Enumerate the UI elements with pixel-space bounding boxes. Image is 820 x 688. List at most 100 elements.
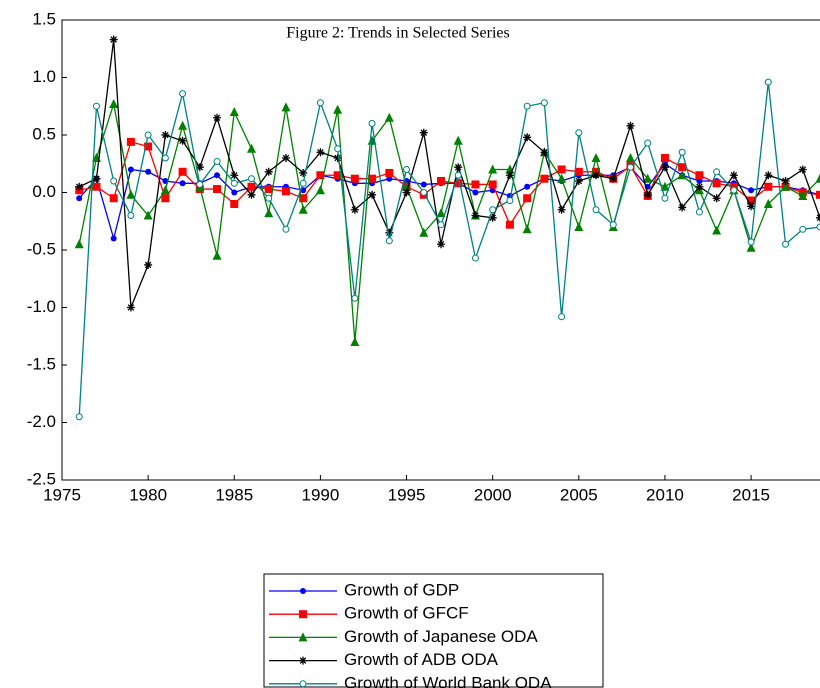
legend-marker <box>299 610 307 619</box>
marker <box>76 195 83 202</box>
x-tick-label: 1985 <box>215 485 253 504</box>
marker <box>540 99 548 107</box>
marker <box>524 183 531 190</box>
marker <box>281 102 291 112</box>
marker <box>229 107 239 116</box>
marker <box>145 168 152 175</box>
marker <box>815 173 820 183</box>
marker <box>643 173 653 183</box>
marker <box>315 185 325 195</box>
marker <box>453 135 463 145</box>
marker <box>333 104 343 114</box>
marker <box>385 237 393 245</box>
marker <box>677 170 687 180</box>
marker <box>748 187 755 194</box>
series <box>74 98 820 346</box>
marker <box>161 131 170 139</box>
marker <box>454 179 463 188</box>
x-tick-label: 1990 <box>301 485 339 504</box>
marker <box>454 163 463 172</box>
y-tick-label: 1.0 <box>32 67 56 86</box>
marker <box>540 148 549 157</box>
x-tick-label: 1975 <box>43 485 81 504</box>
x-tick-label: 2015 <box>732 485 770 504</box>
marker <box>661 194 669 202</box>
marker <box>695 182 704 191</box>
marker <box>592 206 600 214</box>
marker <box>437 177 445 185</box>
marker <box>660 163 669 172</box>
marker <box>126 189 136 199</box>
marker <box>248 175 255 183</box>
marker <box>316 148 325 157</box>
marker <box>92 174 101 183</box>
marker <box>368 120 376 127</box>
marker <box>437 221 445 229</box>
marker <box>196 180 204 188</box>
marker <box>299 168 308 177</box>
marker <box>436 208 446 218</box>
marker <box>557 165 566 174</box>
marker <box>816 213 820 222</box>
y-tick-label: -2.5 <box>27 469 56 488</box>
marker <box>75 413 83 421</box>
y-tick-label: -0.5 <box>27 239 56 258</box>
legend-marker <box>299 680 307 688</box>
marker <box>799 225 807 233</box>
marker <box>764 171 773 180</box>
x-tick-label: 2005 <box>560 485 598 504</box>
marker <box>678 163 687 172</box>
marker <box>454 171 462 179</box>
marker <box>92 182 101 191</box>
marker <box>127 212 135 219</box>
marker <box>126 303 135 312</box>
marker <box>557 205 566 214</box>
marker <box>730 186 738 194</box>
marker <box>695 171 704 180</box>
marker <box>178 136 187 145</box>
marker <box>385 168 394 177</box>
marker <box>627 163 634 171</box>
marker <box>488 164 498 174</box>
legend-label: Growth of GDP <box>344 580 459 599</box>
marker <box>161 194 170 203</box>
marker <box>488 180 497 189</box>
marker <box>471 180 480 189</box>
legend-marker <box>298 632 308 642</box>
marker <box>695 208 703 216</box>
marker <box>419 227 429 237</box>
marker <box>643 190 652 199</box>
legend: Growth of GDP Growth of GFCF Growth of Jap… <box>263 573 604 688</box>
y-tick-label: -2.0 <box>27 412 56 431</box>
series-line <box>78 82 820 417</box>
x-tick-label: 2000 <box>474 485 512 504</box>
marker <box>592 171 601 180</box>
marker <box>472 189 479 196</box>
marker <box>558 313 566 321</box>
x-tick-label: 1995 <box>388 485 426 504</box>
marker <box>678 148 686 156</box>
marker <box>574 222 584 231</box>
marker <box>403 166 411 173</box>
legend-label: Growth of Japanese ODA <box>344 627 538 646</box>
marker <box>420 189 428 196</box>
marker <box>540 174 549 183</box>
marker <box>316 171 325 180</box>
marker <box>75 182 84 191</box>
marker <box>574 177 583 185</box>
marker <box>368 174 377 183</box>
series <box>75 35 820 312</box>
marker <box>247 190 256 199</box>
marker <box>264 167 273 176</box>
marker <box>763 199 773 208</box>
marker <box>282 225 290 233</box>
y-tick-label: 0.0 <box>32 182 56 201</box>
y-tick-label: -1.5 <box>27 354 56 373</box>
marker <box>506 197 514 205</box>
marker <box>110 177 118 185</box>
y-tick-label: 0.5 <box>32 124 56 143</box>
legend-label: Growth of GFCF <box>344 604 469 623</box>
marker <box>816 190 820 199</box>
